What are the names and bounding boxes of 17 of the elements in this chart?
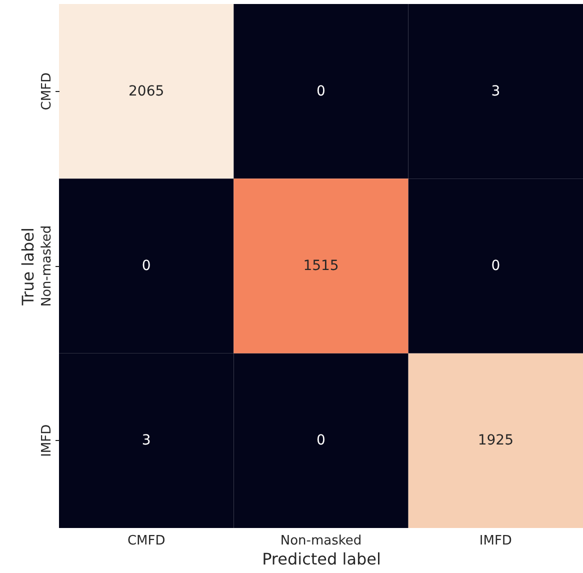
y-tick-label: Non-masked: [40, 225, 54, 307]
data-label: 0: [316, 432, 326, 449]
x-axis-title: Predicted label: [262, 550, 381, 568]
data-label: 3: [491, 83, 500, 100]
data-label: 1515: [303, 258, 339, 274]
y-tick-label: IMFD: [40, 424, 54, 457]
data-label: 2065: [128, 83, 164, 100]
y-tick-label: CMFD: [40, 72, 54, 110]
x-tick-label: CMFD: [127, 534, 166, 548]
data-label: 0: [316, 83, 326, 100]
y-axis-title: True label: [18, 228, 38, 306]
x-tick-label: IMFD: [479, 534, 512, 548]
data-label: 3: [142, 432, 151, 449]
data-label: 1925: [478, 432, 514, 449]
x-tick-label: Non-masked: [280, 534, 362, 548]
data-label: 0: [491, 258, 500, 274]
data-label: 0: [142, 258, 151, 274]
